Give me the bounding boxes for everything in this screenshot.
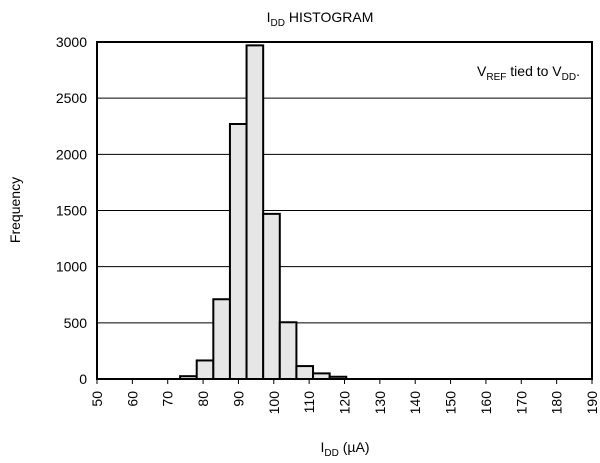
text-segment: V xyxy=(477,63,487,79)
text-segment: DD xyxy=(324,448,338,459)
bar xyxy=(278,321,298,380)
bar xyxy=(228,123,248,381)
x-tick-label: 190 xyxy=(584,391,600,415)
y-tick-label: 2500 xyxy=(56,90,87,106)
bar xyxy=(245,44,265,381)
text-segment: tied to V xyxy=(506,63,562,79)
x-tick-label: 110 xyxy=(301,391,317,414)
bar xyxy=(212,298,231,381)
x-tick-label: 150 xyxy=(443,391,459,415)
y-tick-label: 1000 xyxy=(56,259,87,275)
text-segment: I xyxy=(321,439,325,455)
x-tick-label: 90 xyxy=(230,391,246,407)
chart-title: IDD HISTOGRAM xyxy=(267,9,374,29)
text-segment: (µA) xyxy=(339,439,370,455)
x-tick-label: 70 xyxy=(160,391,176,407)
x-tick-label: 130 xyxy=(372,391,388,415)
bar xyxy=(295,365,315,380)
x-tick-label: 170 xyxy=(513,391,529,415)
annotation: VREF tied to VDD. xyxy=(477,63,580,83)
x-tick-label: 60 xyxy=(124,391,140,407)
y-tick-label: 3000 xyxy=(56,34,87,50)
x-tick-label: 120 xyxy=(337,391,353,415)
x-tick-label: 180 xyxy=(549,391,565,415)
text-segment: REF xyxy=(486,72,506,83)
bar xyxy=(262,212,281,380)
text-segment: DD xyxy=(562,72,576,83)
x-tick-label: 100 xyxy=(266,391,282,415)
y-tick-label: 500 xyxy=(64,315,88,331)
text-segment: . xyxy=(576,63,580,79)
x-tick-label: 50 xyxy=(89,391,105,407)
x-tick-label: 140 xyxy=(407,391,423,415)
text-segment: HISTOGRAM xyxy=(285,9,373,25)
bar xyxy=(195,359,215,380)
x-axis-label: IDD (µA) xyxy=(321,439,370,459)
y-tick-label: 0 xyxy=(79,371,87,387)
x-tick-label: 160 xyxy=(478,391,494,415)
plot-frame xyxy=(96,41,593,380)
x-tick-label: 80 xyxy=(195,391,211,407)
y-tick-label: 1500 xyxy=(56,203,87,219)
text-segment: I xyxy=(267,9,271,25)
y-axis-label: Frequency xyxy=(7,177,23,243)
text-segment: DD xyxy=(271,18,285,29)
y-tick-label: 2000 xyxy=(56,146,87,162)
